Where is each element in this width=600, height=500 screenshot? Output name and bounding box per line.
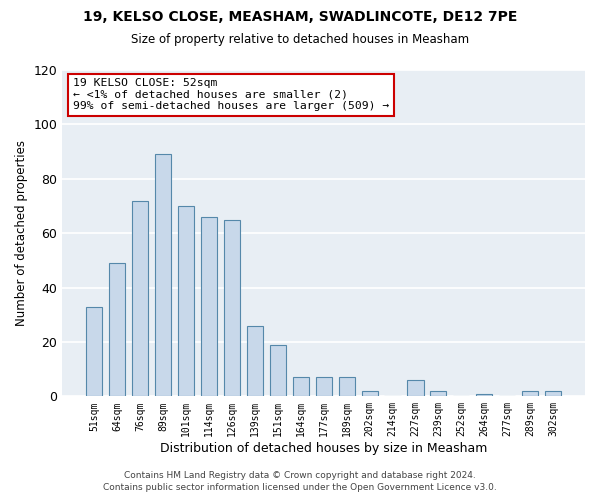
Bar (476, 394, 493, 396)
Text: 19, KELSO CLOSE, MEASHAM, SWADLINCOTE, DE12 7PE: 19, KELSO CLOSE, MEASHAM, SWADLINCOTE, D… (83, 10, 517, 24)
Bar (522, 391, 538, 396)
Y-axis label: Number of detached properties: Number of detached properties (15, 140, 28, 326)
Bar (201, 217, 217, 396)
Bar (178, 206, 194, 396)
Bar (86, 306, 102, 396)
Bar (430, 391, 446, 396)
Text: Size of property relative to detached houses in Measham: Size of property relative to detached ho… (131, 32, 469, 46)
Bar (155, 154, 171, 396)
Bar (316, 378, 332, 396)
Bar (545, 391, 561, 396)
Bar (269, 344, 286, 397)
Bar (293, 378, 309, 396)
Bar (224, 220, 240, 396)
Bar (362, 391, 377, 396)
Text: Contains HM Land Registry data © Crown copyright and database right 2024.
Contai: Contains HM Land Registry data © Crown c… (103, 471, 497, 492)
Bar (109, 263, 125, 396)
Bar (247, 326, 263, 396)
Text: 19 KELSO CLOSE: 52sqm
← <1% of detached houses are smaller (2)
99% of semi-detac: 19 KELSO CLOSE: 52sqm ← <1% of detached … (73, 78, 389, 112)
Bar (338, 378, 355, 396)
Bar (407, 380, 424, 396)
Bar (132, 200, 148, 396)
X-axis label: Distribution of detached houses by size in Measham: Distribution of detached houses by size … (160, 442, 487, 455)
